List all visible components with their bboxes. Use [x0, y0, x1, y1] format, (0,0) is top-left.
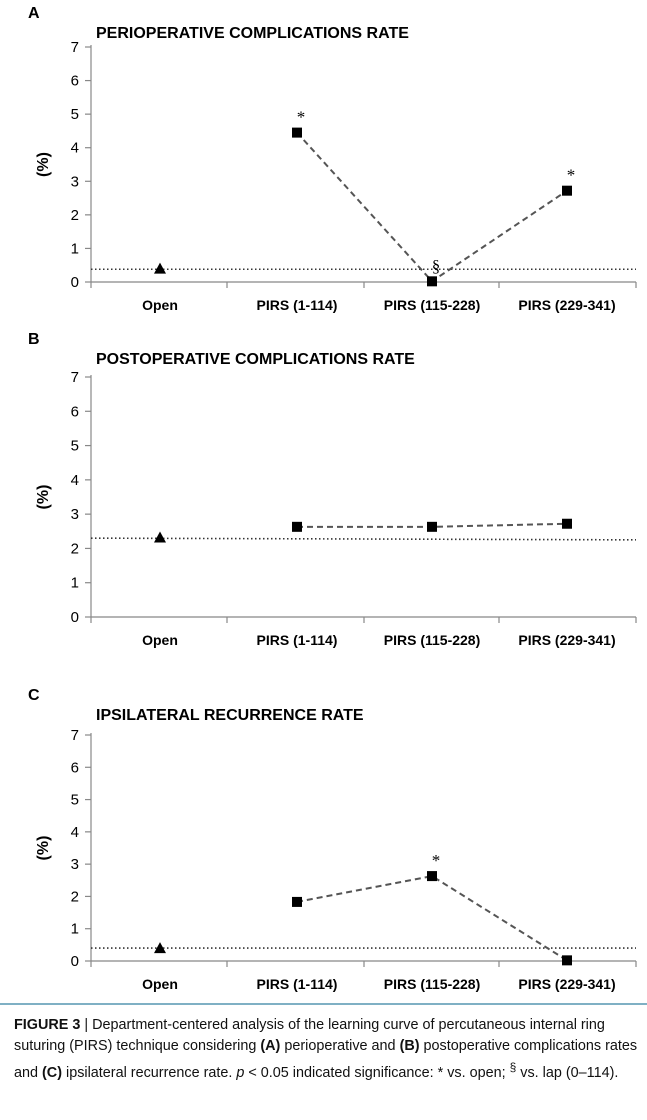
x-tick-label-b: PIRS (1-114) — [257, 632, 338, 648]
y-tick-label-a: 2 — [71, 207, 79, 224]
data-point-square-b — [562, 518, 572, 529]
y-tick-label-c: 3 — [71, 856, 79, 873]
caption-text-4: ipsilateral recurrence rate. — [62, 1064, 237, 1081]
y-tick-label-c: 4 — [71, 824, 79, 841]
y-tick-label-c: 1 — [71, 921, 79, 938]
x-tick-label-c: PIRS (115-228) — [384, 976, 481, 992]
y-tick-label-a: 6 — [71, 73, 79, 90]
figure-charts: A PERIOPERATIVE COMPLICATIONS RATE (%) 0 1 2 3… — [28, 5, 637, 992]
caption-separator: | — [80, 1017, 93, 1033]
panel-title-a: PERIOPERATIVE COMPLICATIONS RATE — [96, 25, 409, 42]
panel-letter-a: A — [28, 5, 40, 22]
chart-svg: A PERIOPERATIVE COMPLICATIONS RATE (%) 0 1 2 3… — [28, 5, 637, 992]
y-tick-label-c: 6 — [71, 759, 79, 776]
y-tick-label-b: 2 — [71, 540, 79, 557]
data-point-triangle-b — [154, 531, 166, 543]
y-tick-label-a: 3 — [71, 173, 79, 190]
panel-letter-c: C — [28, 687, 40, 704]
panel-letter-b: B — [28, 331, 40, 348]
y-axis-label-a: (%) — [35, 152, 52, 177]
data-point-square-a — [562, 185, 572, 196]
caption-divider — [0, 1003, 647, 1005]
data-point-square-b — [427, 521, 437, 532]
y-tick-label-a: 0 — [71, 274, 79, 291]
chart-panel-a: A PERIOPERATIVE COMPLICATIONS RATE (%) 0 1 2 3… — [28, 5, 637, 313]
y-axis-label-b: (%) — [35, 485, 52, 510]
panel-title-b: POSTOPERATIVE COMPLICATIONS RATE — [96, 351, 415, 368]
y-tick-label-a: 4 — [71, 140, 79, 157]
chart-panel-b: B POSTOPERATIVE COMPLICATIONS RATE (%) 0 1 2 3… — [28, 331, 637, 648]
caption-ref-a: (A) — [260, 1038, 281, 1054]
caption-p-symbol: p — [236, 1064, 245, 1081]
caption-ref-b: (B) — [399, 1038, 420, 1054]
x-tick-label-a: PIRS (1-114) — [257, 297, 338, 313]
data-point-square-c — [427, 871, 437, 882]
figure-label: FIGURE 3 — [14, 1017, 81, 1033]
y-tick-label-c: 0 — [71, 953, 79, 970]
y-tick-label-b: 7 — [71, 369, 79, 386]
y-tick-label-a: 1 — [71, 240, 79, 257]
y-axis-label-c: (%) — [35, 836, 52, 861]
reference-line-b — [90, 537, 637, 541]
caption-ref-c: (C) — [42, 1064, 62, 1081]
caption-text-6: vs. lap (0–114). — [516, 1064, 619, 1081]
x-tick-label-b: PIRS (115-228) — [384, 632, 481, 648]
x-tick-label-c: PIRS (1-114) — [257, 976, 338, 992]
y-tick-label-c: 5 — [71, 792, 79, 809]
data-point-square-b — [292, 521, 302, 532]
significance-marker-a: § — [432, 256, 441, 275]
caption-text-1: Department-centered analysis of the lear… — [14, 1017, 605, 1054]
x-tick-label-a: PIRS (115-228) — [384, 297, 481, 313]
y-tick-label-b: 3 — [71, 506, 79, 523]
y-tick-label-b: 6 — [71, 403, 79, 420]
significance-marker-c: * — [432, 851, 441, 870]
data-point-triangle-c — [154, 942, 166, 954]
y-tick-label-c: 2 — [71, 888, 79, 905]
caption-text-2: perioperative and — [280, 1038, 400, 1054]
x-tick-label-c: PIRS (229-341) — [518, 976, 615, 992]
y-tick-label-b: 0 — [71, 609, 79, 626]
y-tick-label-a: 7 — [71, 39, 79, 56]
x-tick-label-b: PIRS (229-341) — [518, 632, 615, 648]
significance-marker-a: * — [567, 166, 576, 185]
series-line-c — [296, 875, 568, 962]
data-point-square-a — [292, 127, 302, 138]
data-point-square-a — [427, 276, 437, 287]
y-tick-label-b: 4 — [71, 472, 79, 489]
data-point-square-c — [562, 955, 572, 966]
chart-panel-c: C IPSILATERAL RECURRENCE RATE (%) 0 1 2 3 4 5 6 7 O… — [28, 687, 637, 992]
x-tick-label-a: PIRS (229-341) — [518, 297, 615, 313]
y-tick-label-c: 7 — [71, 727, 79, 744]
significance-marker-a: * — [297, 108, 306, 127]
caption-text-3: postoperative complications rates and — [14, 1038, 638, 1081]
x-tick-label-b: Open — [142, 632, 178, 648]
caption-text: FIGURE 3 | Department-centered analysis … — [0, 1005, 647, 1084]
y-tick-label-a: 5 — [71, 106, 79, 123]
data-point-triangle-a — [154, 262, 166, 274]
x-tick-label-a: Open — [142, 297, 178, 313]
y-tick-label-b: 1 — [71, 575, 79, 592]
y-tick-label-b: 5 — [71, 438, 79, 455]
caption-section-sup: § — [509, 1060, 517, 1074]
figure-caption: FIGURE 3 | Department-centered analysis … — [0, 1003, 647, 1084]
data-point-square-c — [292, 896, 302, 907]
panel-title-c: IPSILATERAL RECURRENCE RATE — [96, 707, 364, 724]
x-tick-label-c: Open — [142, 976, 178, 992]
caption-text-5: < 0.05 indicated significance: * vs. ope… — [244, 1064, 510, 1081]
